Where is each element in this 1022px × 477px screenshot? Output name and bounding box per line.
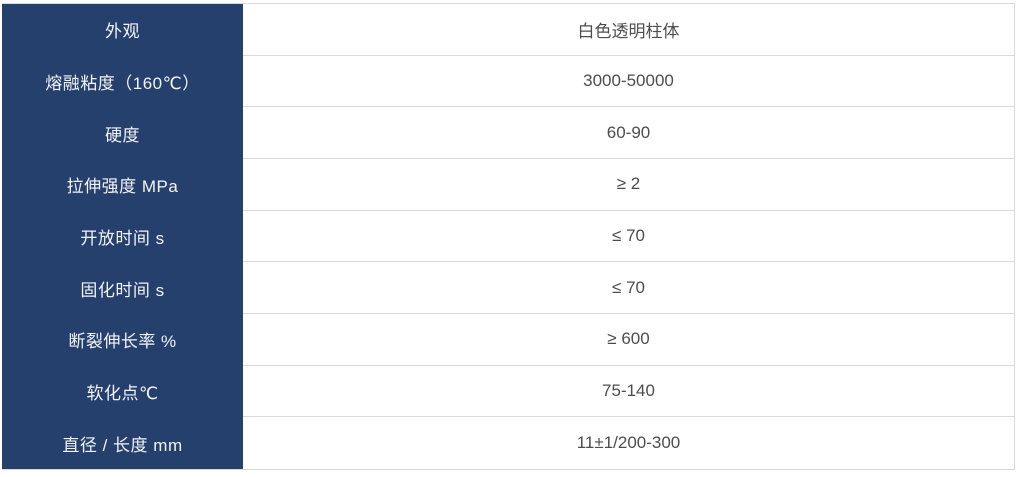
spec-value-cell: 75-140	[243, 365, 1014, 418]
spec-value-cell: 11±1/200-300	[243, 417, 1014, 469]
spec-label-cell: 熔融粘度（160℃）	[2, 55, 243, 108]
spec-label-cell: 外观	[2, 4, 243, 56]
spec-label-cell: 固化时间 s	[2, 262, 243, 314]
spec-value-cell: ≥ 600	[243, 314, 1014, 366]
spec-value-cell: ≥ 2	[243, 159, 1014, 211]
spec-value-cell: ≤ 70	[243, 262, 1014, 314]
spec-table: 外观 白色透明柱体 熔融粘度（160℃） 3000-50000 硬度 60-90 拉伸强度 …	[2, 3, 1015, 470]
spec-label-cell: 拉伸强度 MPa	[2, 159, 243, 211]
spec-value-cell: 3000-50000	[243, 55, 1014, 108]
spec-label-cell: 断裂伸长率 %	[2, 314, 243, 366]
spec-value-cell: ≤ 70	[243, 210, 1014, 263]
spec-label-cell: 软化点℃	[2, 365, 243, 418]
spec-label-cell: 硬度	[2, 107, 243, 159]
spec-value-cell: 白色透明柱体	[243, 4, 1014, 56]
spec-value-cell: 60-90	[243, 107, 1014, 159]
spec-label-cell: 直径 / 长度 mm	[2, 417, 243, 469]
spec-label-cell: 开放时间 s	[2, 210, 243, 263]
